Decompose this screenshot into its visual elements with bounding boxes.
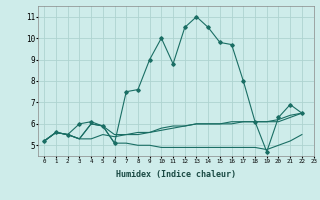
X-axis label: Humidex (Indice chaleur): Humidex (Indice chaleur) [116,170,236,179]
